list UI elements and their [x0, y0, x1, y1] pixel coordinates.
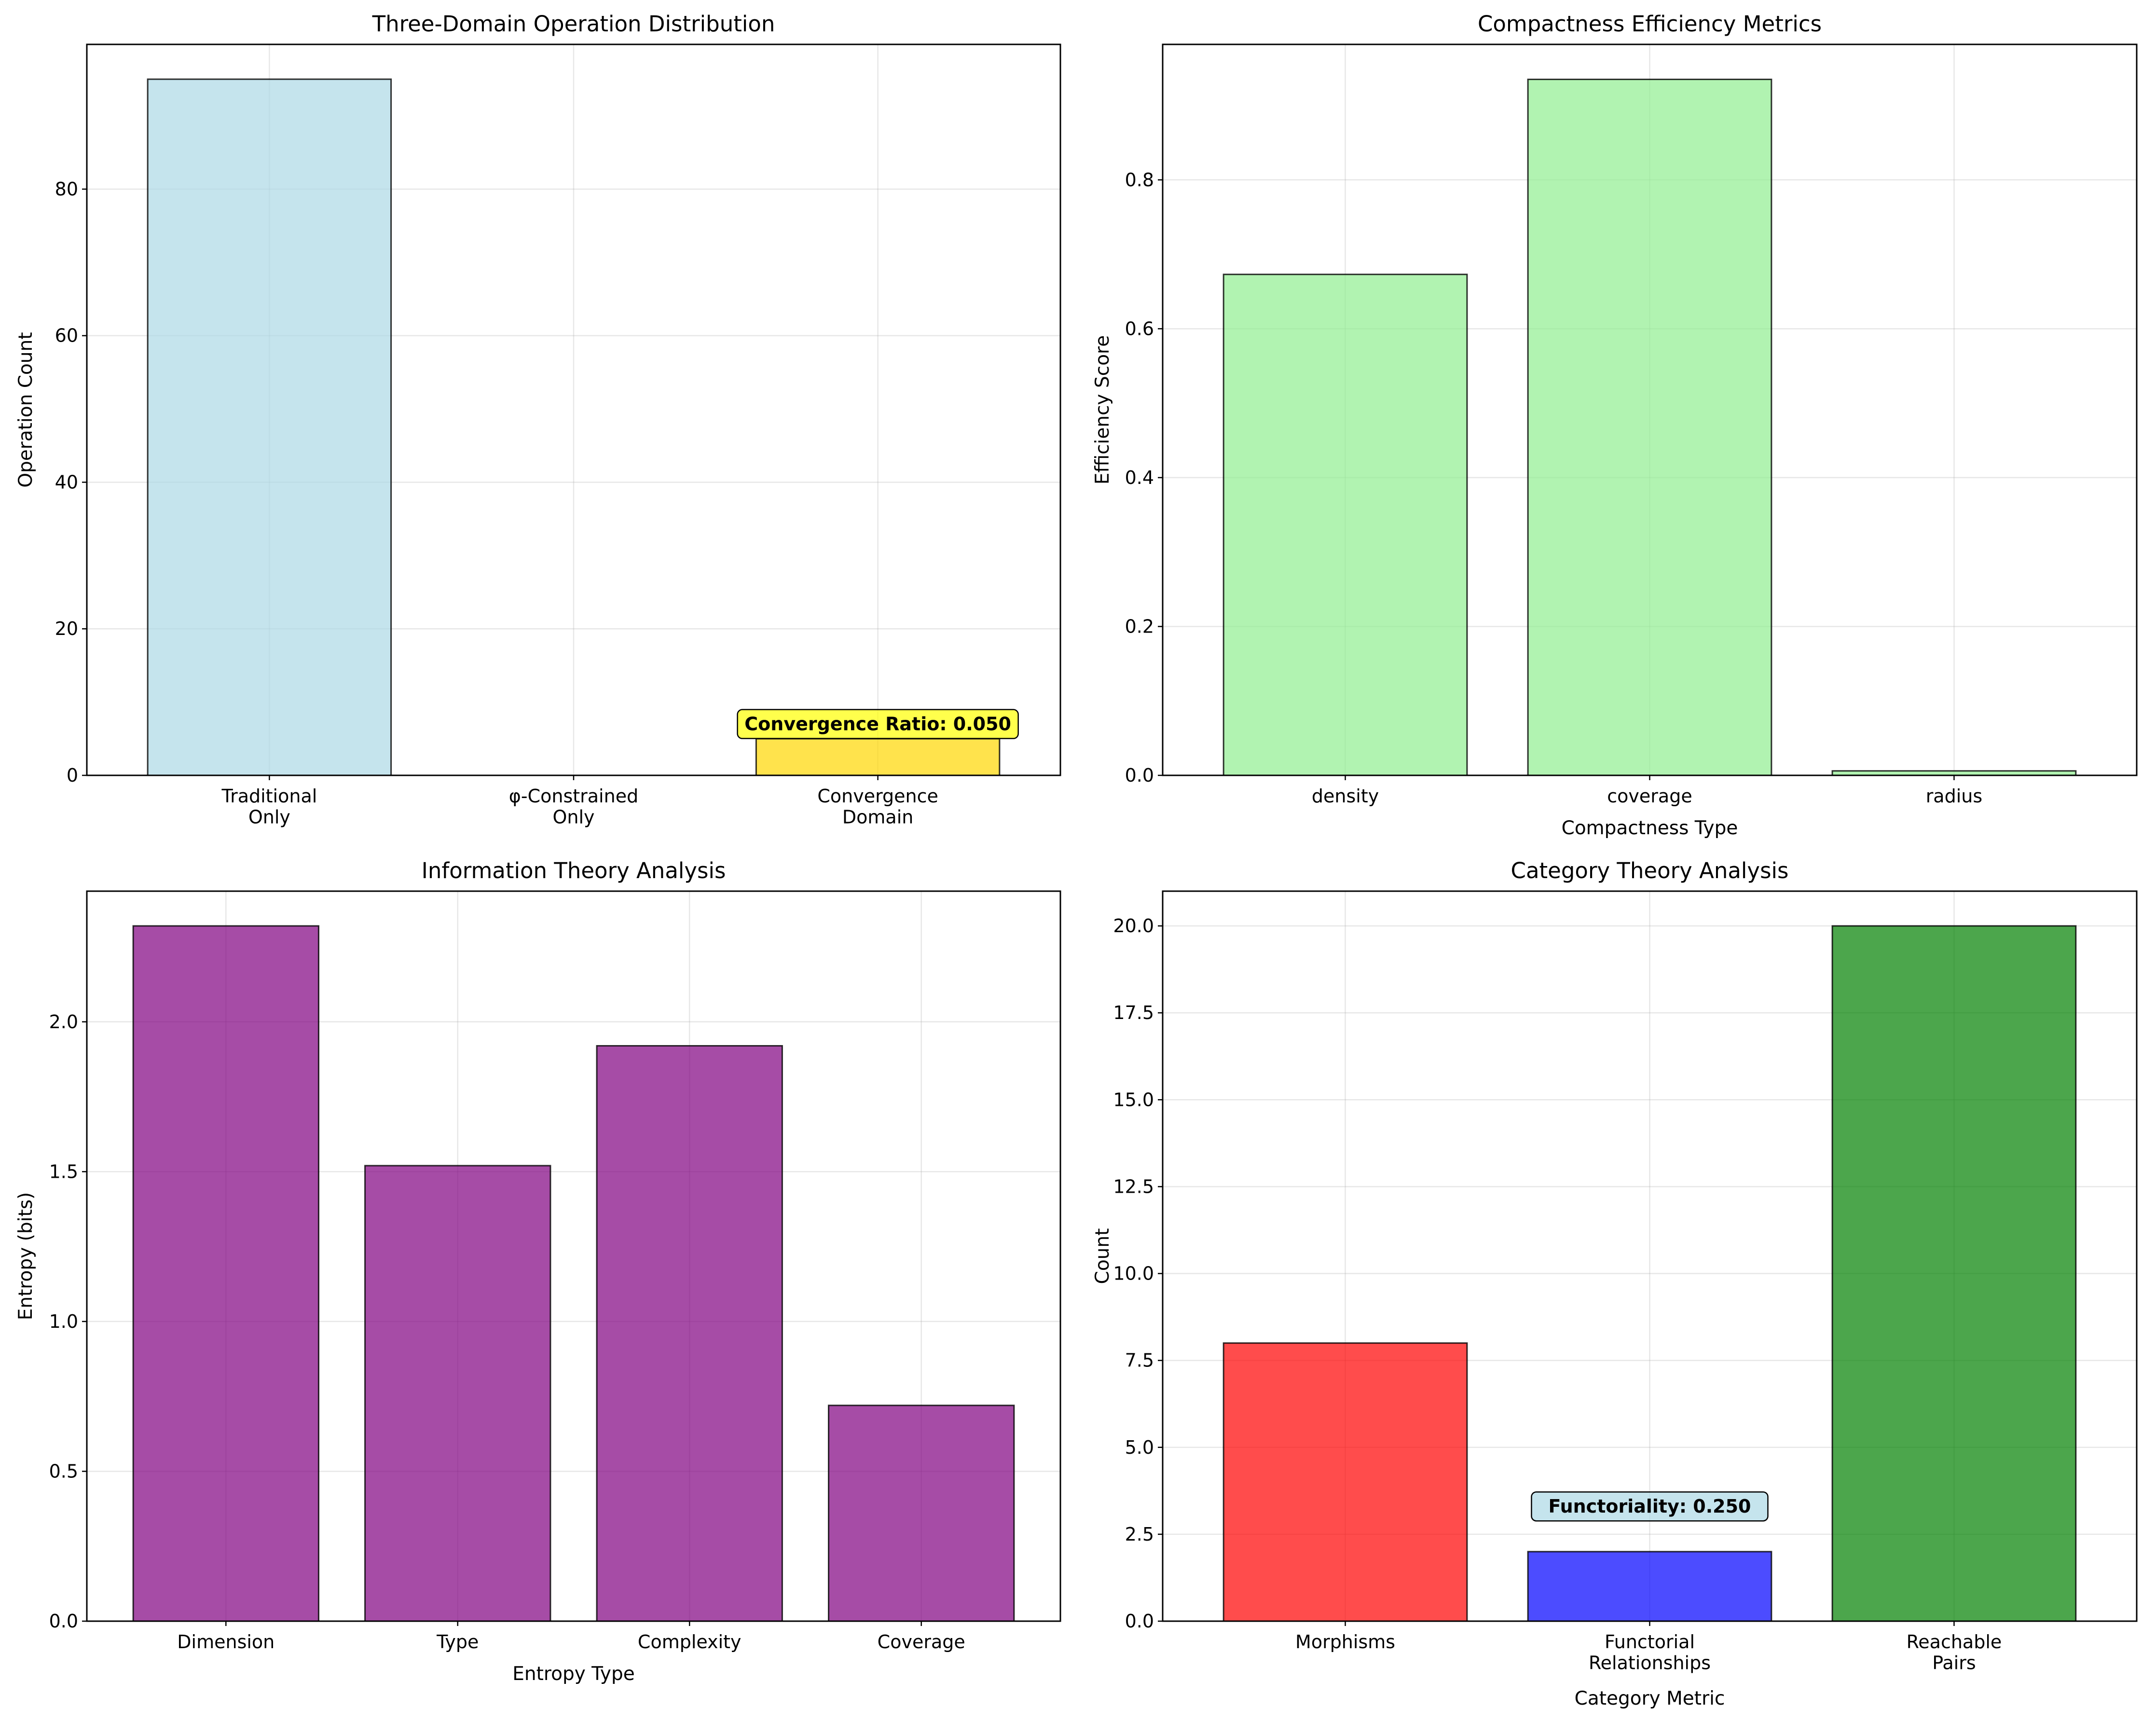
y-tick-label: 0.6 [1125, 318, 1154, 339]
y-tick-label: 2.0 [49, 1011, 78, 1033]
y-tick-label: 60 [55, 325, 78, 346]
y-tick-label: 0.0 [1125, 765, 1154, 786]
x-tick-label: Coverage [878, 1631, 965, 1653]
bar-reachable-pairs [1831, 925, 2077, 1622]
x-tick-label: Morphisms [1295, 1631, 1395, 1653]
x-tick-label: Type [436, 1631, 479, 1653]
y-axis-label: Operation Count [15, 332, 37, 487]
x-tick-label: φ-Constrained Only [509, 785, 638, 828]
chart-3: 0.0 0.5 1.0 1.5 2.0 Dimension Type Complexity Co… [15, 858, 1061, 1685]
chart-title: Category Theory Analysis [1511, 858, 1789, 883]
x-tick-label: Complexity [638, 1631, 742, 1653]
bar-convergence-domain [755, 738, 1001, 776]
y-tick-label: 0.4 [1125, 467, 1154, 488]
x-tick-label: Dimension [177, 1631, 275, 1653]
x-tick-label: density [1312, 785, 1379, 807]
annotation-text: Functoriality: 0.250 [1549, 1496, 1751, 1517]
x-tick-label: Traditional Only [221, 785, 317, 828]
y-tick-label: 15.0 [1113, 1089, 1154, 1110]
y-tick-label: 1.5 [49, 1161, 78, 1182]
y-tick-label: 2.5 [1125, 1524, 1154, 1545]
x-axis-label: Entropy Type [512, 1663, 635, 1685]
bar-coverage [1527, 79, 1772, 776]
chart-2: 0.0 0.2 0.4 0.6 0.8 density coverage radius Comp… [1092, 11, 2138, 839]
bar-dimension [132, 925, 319, 1622]
x-tick-label: Functorial Relationships [1589, 1631, 1711, 1674]
y-tick-label: 0 [67, 765, 78, 786]
chart-title: Compactness Efficiency Metrics [1478, 11, 1822, 37]
axes-frame [86, 890, 1061, 1622]
x-tick-label: coverage [1607, 785, 1692, 807]
annotation-box [737, 709, 1019, 739]
y-tick-label: 80 [55, 179, 78, 200]
bar-traditional-only [147, 78, 392, 776]
y-tick-label: 1.0 [49, 1311, 78, 1332]
y-tick-label: 17.5 [1113, 1002, 1154, 1023]
y-tick-label: 12.5 [1113, 1176, 1154, 1197]
y-tick-label: 0.0 [1125, 1611, 1154, 1632]
y-tick-label: 0.5 [49, 1460, 78, 1482]
y-tick-label: 40 [55, 471, 78, 493]
y-tick-label: 10.0 [1113, 1263, 1154, 1284]
bar-complexity [596, 1045, 783, 1622]
bar-density [1222, 274, 1468, 776]
y-tick-label: 0.8 [1125, 169, 1154, 191]
chart-title: Information Theory Analysis [422, 858, 726, 883]
bar-functorial-relationships [1527, 1551, 1772, 1622]
annotation-text: Convergence Ratio: 0.050 [744, 714, 1011, 735]
x-tick-label: radius [1926, 785, 1982, 807]
x-axis-label: Category Metric [1575, 1688, 1725, 1709]
x-axis-label: Compactness Type [1562, 817, 1738, 839]
bar-morphisms [1222, 1342, 1468, 1622]
x-tick-label: Convergence Domain [817, 785, 938, 828]
y-axis-label: Entropy (bits) [15, 1192, 37, 1321]
y-tick-label: 20.0 [1113, 915, 1154, 937]
y-tick-label: 20 [55, 618, 78, 639]
y-tick-label: 5.0 [1125, 1437, 1154, 1458]
bar-type [364, 1165, 551, 1622]
y-tick-label: 0.0 [49, 1611, 78, 1632]
y-tick-label: 7.5 [1125, 1350, 1154, 1371]
y-axis-label: Efficiency Score [1092, 335, 1113, 485]
y-axis-label: Count [1092, 1228, 1113, 1284]
annotation-box [1531, 1491, 1769, 1522]
chart-1: 0 20 40 60 80 Traditional Only φ-Constrained Onl… [15, 11, 1061, 828]
chart-title: Three-Domain Operation Distribution [372, 11, 775, 37]
bar-coverage [828, 1405, 1015, 1622]
x-tick-label: Reachable Pairs [1907, 1631, 2002, 1674]
chart-4: 0.0 2.5 5.0 7.5 10.0 12.5 15.0 17.5 20.0 Morphism… [1092, 858, 2138, 1709]
y-tick-label: 0.2 [1125, 616, 1154, 637]
